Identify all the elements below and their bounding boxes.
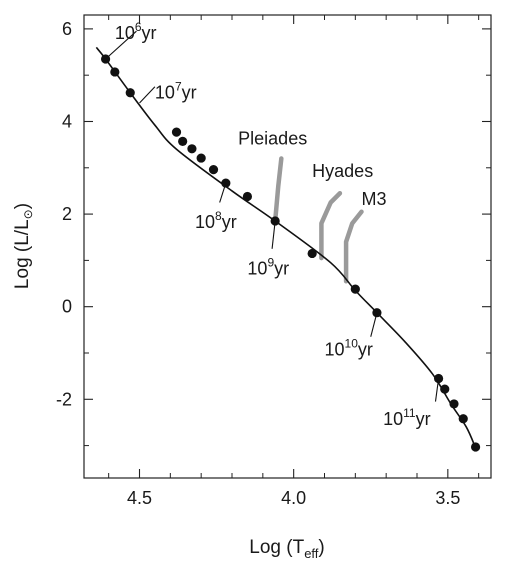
cluster-track <box>343 209 364 284</box>
age-unit: yr <box>222 212 237 232</box>
age-base: 10 <box>247 258 267 278</box>
x-axis-label: Log (Teff) <box>249 537 324 561</box>
axis-tick-labels: 4.5 4.0 3.5 6 4 2 0 -2 <box>56 19 460 508</box>
cluster-track <box>319 191 343 261</box>
age-base: 10 <box>115 23 135 43</box>
age-unit: yr <box>358 339 373 359</box>
annotation-leader <box>105 30 137 60</box>
age-exponent: 9 <box>267 255 274 269</box>
data-point <box>187 144 197 154</box>
y-tick-label: 6 <box>62 19 72 39</box>
age-base: 10 <box>383 409 403 429</box>
age-label: 106yr <box>115 20 157 43</box>
data-point <box>125 88 135 98</box>
age-label: 107yr <box>155 79 197 102</box>
data-point <box>307 248 317 259</box>
y-tick-label: 4 <box>62 111 72 131</box>
data-point <box>196 153 206 163</box>
age-exponent: 10 <box>345 336 359 350</box>
age-label: 109yr <box>247 255 289 278</box>
age-exponent: 8 <box>215 209 222 223</box>
data-point <box>470 442 481 452</box>
x-axis-label-main: Log (T <box>249 537 304 558</box>
data-point <box>449 399 459 409</box>
annotation-leader <box>370 312 378 337</box>
age-unit: yr <box>274 258 289 278</box>
x-tick-label: 4.5 <box>127 488 152 508</box>
cluster-label: Pleiades <box>238 129 307 149</box>
data-point <box>208 165 219 175</box>
data-point <box>110 67 120 77</box>
age-label: 1010yr <box>325 336 373 359</box>
cluster-label: Hyades <box>312 161 373 181</box>
age-exponent: 11 <box>403 406 416 420</box>
age-base: 10 <box>155 82 175 102</box>
x-axis-label-sub: eff <box>304 546 319 561</box>
y-axis-label-main: Log (L/L <box>12 219 33 289</box>
cluster-track <box>272 156 284 224</box>
age-unit: yr <box>142 23 157 43</box>
data-point <box>242 191 253 202</box>
data-point <box>458 414 468 424</box>
age-exponent: 6 <box>135 20 142 34</box>
y-tick-label: 0 <box>62 297 72 317</box>
data-points <box>100 54 481 452</box>
age-label: 1011yr <box>383 406 431 429</box>
annotation-leader <box>271 220 276 249</box>
data-point <box>350 284 360 294</box>
plot-frame <box>83 14 492 479</box>
data-point <box>440 384 450 394</box>
y-axis-label-close: ) <box>12 203 33 209</box>
age-unit: yr <box>182 82 197 102</box>
annotation-leader <box>434 378 440 402</box>
y-tick-label: 2 <box>62 204 72 224</box>
age-unit: yr <box>416 409 431 429</box>
evolution-track-line <box>95 46 477 449</box>
x-tick-label: 4.0 <box>281 488 306 508</box>
data-point <box>171 127 182 137</box>
axis-ticks <box>84 15 491 478</box>
annotation-leader <box>219 182 227 203</box>
age-base: 10 <box>325 339 345 359</box>
y-axis-label: Log (L/L⊙) <box>12 203 35 289</box>
x-axis-label-close: ) <box>318 537 324 558</box>
age-base: 10 <box>195 212 215 232</box>
y-axis-label-sym: ⊙ <box>21 209 35 219</box>
age-exponent: 7 <box>175 79 182 93</box>
x-tick-label: 3.5 <box>435 488 460 508</box>
y-tick-label: -2 <box>56 389 72 409</box>
annotation-leader <box>139 86 156 104</box>
age-label: 108yr <box>195 209 237 232</box>
cluster-label: M3 <box>362 189 387 209</box>
data-point <box>178 136 188 146</box>
